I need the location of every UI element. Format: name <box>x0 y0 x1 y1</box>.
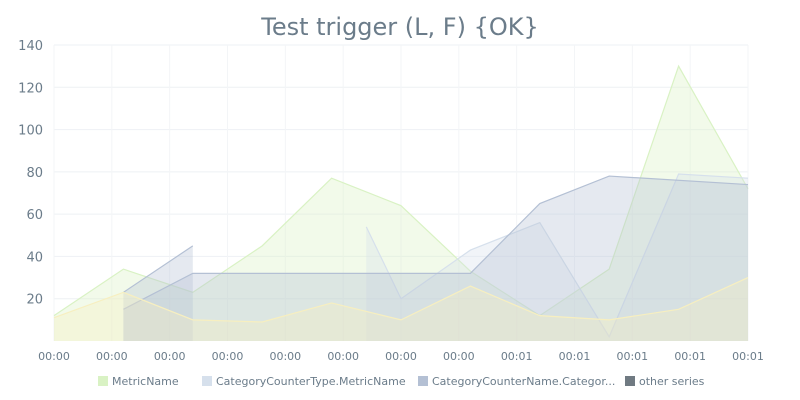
legend-item[interactable]: MetricName <box>98 375 179 388</box>
legend-label: CategoryCounterType.MetricName <box>216 375 406 388</box>
series-area <box>54 66 748 342</box>
x-tick-label: 00:01 <box>674 350 706 363</box>
series-line <box>53 277 749 323</box>
x-tick-label: 00:00 <box>327 350 359 363</box>
series-line <box>365 173 749 339</box>
y-tick-label: 120 <box>18 81 43 96</box>
x-axis: 00:00 00:00 00:00 00:00 00:00 00:00 00:00 00:00… <box>38 350 764 363</box>
x-tick-label: 00:00 <box>154 350 186 363</box>
y-tick-label: 40 <box>26 250 43 265</box>
legend-item[interactable]: other series <box>625 375 705 388</box>
x-tick-label: 00:00 <box>385 350 417 363</box>
legend-label: CategoryCounterName.Categor... <box>432 375 615 388</box>
y-tick-label: 20 <box>26 293 43 308</box>
x-tick-label: 00:01 <box>732 350 764 363</box>
x-tick-label: 00:00 <box>38 350 70 363</box>
series-line <box>53 64 749 317</box>
x-tick-label: 00:01 <box>559 350 591 363</box>
series-area <box>123 245 193 341</box>
series-area <box>54 277 748 341</box>
chart-title: Test trigger (L, F) {OK} <box>260 13 539 41</box>
series-areas <box>53 64 749 342</box>
y-tick-label: 60 <box>26 208 43 223</box>
series-line <box>123 175 749 310</box>
x-tick-label: 00:00 <box>269 350 301 363</box>
x-tick-label: 00:01 <box>616 350 648 363</box>
legend-swatch <box>98 376 108 386</box>
legend-item[interactable]: CategoryCounterName.Categor... <box>418 375 615 388</box>
legend-swatch <box>625 376 635 386</box>
y-tick-label: 80 <box>26 166 43 181</box>
y-tick-label: 140 <box>18 39 43 54</box>
x-tick-label: 00:00 <box>443 350 475 363</box>
legend-label: other series <box>639 375 705 388</box>
series-area <box>123 176 748 341</box>
legend-swatch <box>418 376 428 386</box>
grid-lines <box>53 44 749 341</box>
x-tick-label: 00:00 <box>96 350 128 363</box>
x-tick-label: 00:00 <box>212 350 244 363</box>
y-axis: 20 40 60 80 100 120 140 <box>18 39 43 308</box>
legend-label: MetricName <box>112 375 179 388</box>
series-line <box>123 245 194 293</box>
y-tick-label: 100 <box>18 124 43 139</box>
legend-item[interactable]: CategoryCounterType.MetricName <box>202 375 406 388</box>
legend-swatch <box>202 376 212 386</box>
series-area <box>366 173 748 341</box>
legend[interactable]: MetricName CategoryCounterType.MetricName… <box>98 375 705 388</box>
x-tick-label: 00:01 <box>501 350 533 363</box>
